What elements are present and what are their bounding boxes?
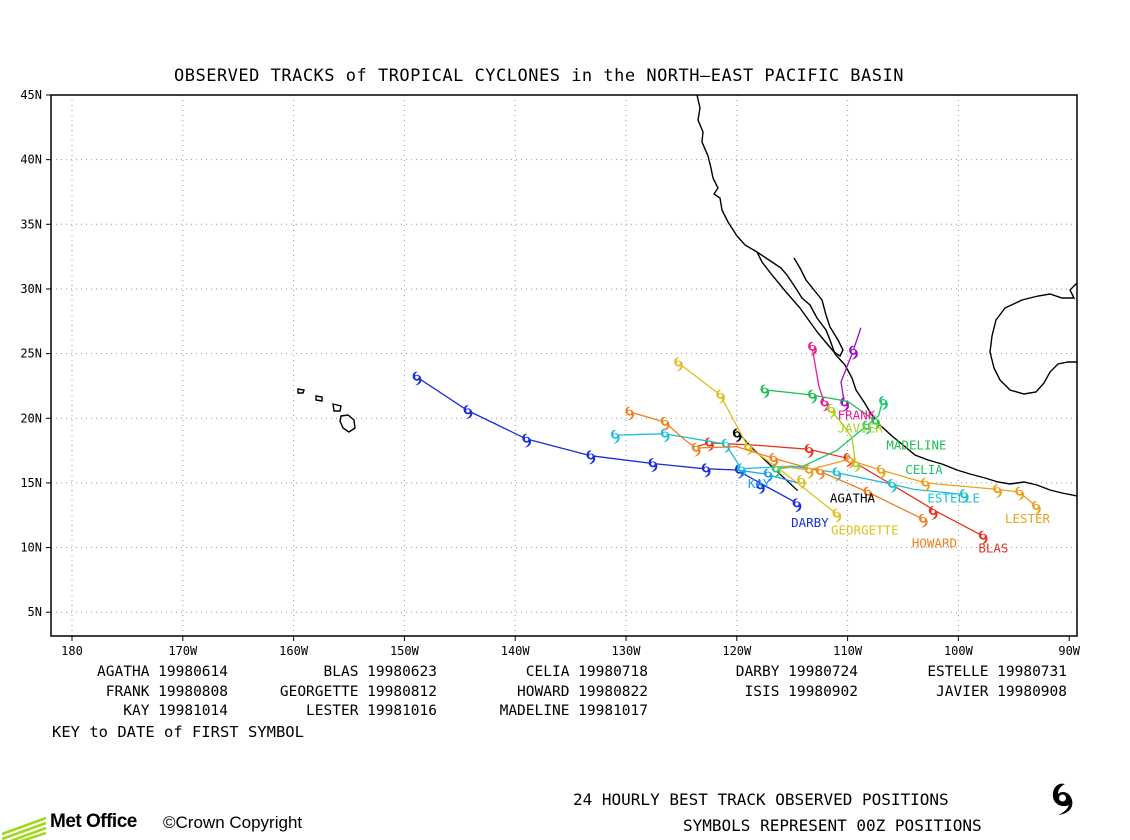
axis-labels: 5N 10N 15N 20N 25N 30N 35N 40N 45N 180 170W 160W 150… [20, 88, 1080, 658]
track-line [764, 389, 876, 422]
lat-label: 30N [20, 282, 42, 296]
copyright-notice: ©Crown Copyright [163, 813, 303, 832]
key-entry-lester: LESTER 19981016 [306, 703, 437, 719]
track-kay [736, 468, 798, 484]
track-howard [625, 406, 928, 528]
lon-label: 90W [1058, 644, 1080, 658]
track-label: MADELINE [886, 437, 946, 452]
key-entry-darby: DARBY 19980724 [735, 664, 858, 680]
lon-label: 180 [61, 644, 83, 658]
key-entry-blas: BLAS 19980623 [323, 664, 438, 680]
track-label: GEORGETTE [831, 523, 899, 538]
land-outlines [297, 95, 1077, 497]
track-label: CELIA [905, 462, 943, 477]
track-labels: AGATHA BLAS CELIA DARBY ESTELLE FRANK GEORGETT… [748, 408, 1051, 556]
lat-label: 45N [20, 88, 42, 102]
map-title: OBSERVED TRACKS of TROPICAL CYCLONES in … [174, 66, 904, 86]
lon-label: 150W [390, 644, 420, 658]
lat-label: 15N [20, 476, 42, 490]
track-lester [781, 454, 1041, 515]
lon-label: 100W [944, 644, 974, 658]
north-america-coast [696, 95, 1077, 497]
footer-line-2: SYMBOLS REPRESENT 00Z POSITIONS [683, 816, 982, 835]
track-label: FRANK [838, 408, 876, 423]
track-darby [412, 371, 802, 513]
cyclone-symbol-icon [1052, 783, 1073, 815]
track-line [629, 411, 924, 520]
lat-label: 25N [20, 347, 42, 361]
key-entry-madeline: MADELINE 19981017 [499, 703, 648, 719]
lat-label: 5N [28, 605, 42, 619]
key-entry-frank: FRANK 19980808 [105, 684, 228, 700]
key-entry-howard: HOWARD 19980822 [517, 684, 648, 700]
track-line [830, 410, 857, 464]
cyclone-tracks [412, 327, 1041, 545]
track-line [677, 362, 837, 515]
hawaii-islands [297, 388, 356, 433]
cyclone-track-map: AGATHA BLAS CELIA DARBY ESTELLE FRANK GEORGETT… [20, 88, 1080, 658]
lat-label: 40N [20, 153, 42, 167]
baja-california [756, 251, 844, 358]
track-label: AGATHA [830, 490, 876, 505]
track-label: DARBY [791, 515, 829, 530]
lon-label: 170W [168, 644, 198, 658]
footer-line-1: 24 HOURLY BEST TRACK OBSERVED POSITIONS [573, 790, 949, 809]
lon-label: 140W [501, 644, 531, 658]
track-label: ESTELLE [927, 490, 980, 505]
key-entry-estelle: ESTELLE 19980731 [927, 664, 1067, 680]
lon-label: 110W [833, 644, 863, 658]
track-georgette [674, 357, 842, 523]
key-entry-georgette: GEORGETTE 19980812 [279, 684, 437, 700]
lon-label: 120W [722, 644, 752, 658]
key-entry-agatha: AGATHA 19980614 [97, 664, 228, 680]
lat-label: 10N [20, 541, 42, 555]
track-label: KAY [748, 476, 771, 491]
lon-label: 130W [612, 644, 642, 658]
key-entry-celia: CELIA 19980718 [525, 664, 648, 680]
lat-label: 35N [20, 217, 42, 231]
plot-frame [50, 94, 1078, 637]
key-entry-javier: JAVIER 19980908 [936, 684, 1067, 700]
key-caption: KEY to DATE of FIRST SYMBOL [52, 723, 304, 741]
track-label: BLAS [978, 541, 1008, 556]
met-office-logo-text: Met Office [50, 811, 137, 832]
gulf-of-mexico-coast [989, 282, 1077, 395]
lat-label: 20N [20, 411, 42, 425]
plot-background [51, 95, 1077, 636]
track-label: JAVIER [838, 420, 884, 435]
track-madeline [760, 384, 881, 430]
key-entry-isis: ISIS 19980902 [744, 684, 859, 700]
lon-label: 160W [279, 644, 309, 658]
key-entry-kay: KAY 19981014 [123, 703, 228, 719]
track-isis [840, 327, 862, 412]
track-label: HOWARD [912, 536, 957, 551]
track-line [840, 327, 862, 403]
graticule-grid [51, 95, 1077, 636]
track-javier [827, 403, 861, 473]
track-label: LESTER [1005, 511, 1051, 526]
track-line [614, 433, 964, 496]
track-estelle [610, 428, 969, 504]
